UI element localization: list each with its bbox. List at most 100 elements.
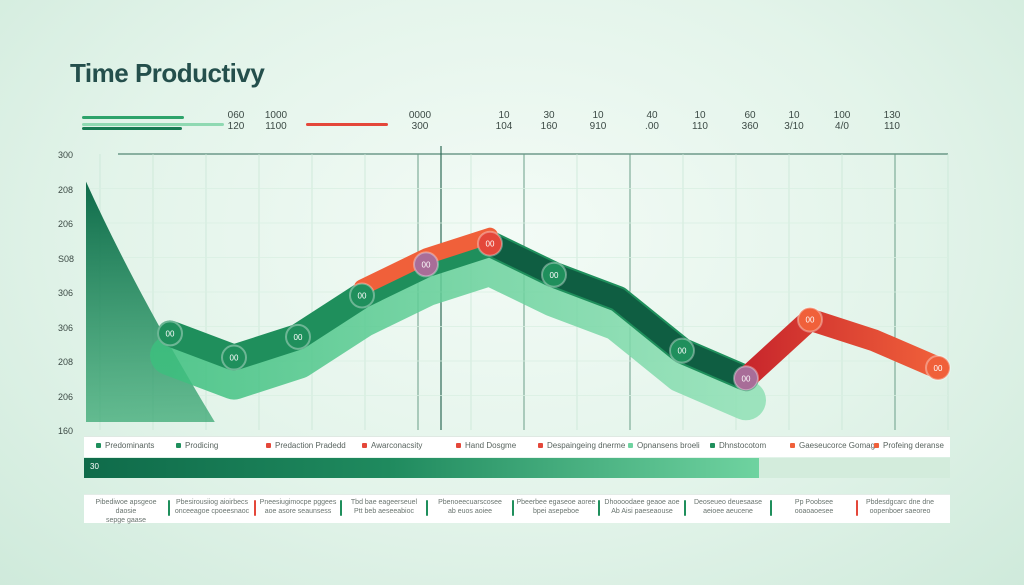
data-point-label: 00 <box>806 316 815 325</box>
legend-item[interactable]: Profeing deranse <box>874 441 944 450</box>
legend-item[interactable]: Predominants <box>96 441 154 450</box>
top-value-label: 060 120 <box>227 110 245 132</box>
legend-label: Predominants <box>105 441 155 450</box>
legend-item[interactable]: Hand Dosgme <box>456 441 516 450</box>
legend-swatch <box>266 443 271 449</box>
top-value-label: 0000 300 <box>408 110 432 132</box>
legend-label: Despaingeing dnerme <box>547 441 626 450</box>
footer-note: Pbesirousiiog aioirbecs onceeagoe cpoeesn… <box>174 499 250 515</box>
footer-note: Pbdesdgcarc dne dne oopenboer saeoreo <box>865 499 935 515</box>
timeline-bar[interactable]: 30 <box>84 458 950 478</box>
data-point-label: 00 <box>486 240 495 249</box>
legend-label: Dhnstocotom <box>719 441 767 450</box>
legend-swatch <box>710 443 715 449</box>
footer-separator <box>684 500 686 516</box>
legend-item[interactable]: Awarconacsity <box>362 441 422 450</box>
footer-separator <box>254 500 256 516</box>
data-point-label: 00 <box>358 291 367 300</box>
footer-note: Pp Poobsee ooaoaoesee <box>794 499 834 515</box>
y-tick-label: 206 <box>58 219 74 229</box>
legend-bar-green <box>82 116 184 119</box>
legend-label: Profeing deranse <box>883 441 944 450</box>
legend-label: Predaction Pradedd <box>275 441 346 450</box>
data-point-label: 00 <box>934 364 943 373</box>
y-tick-label: 306 <box>58 322 74 333</box>
y-tick-label: 208 <box>58 184 74 195</box>
top-value-label: 10 3/10 <box>784 110 804 132</box>
timeline-fill <box>84 458 760 478</box>
footer-separator <box>598 500 600 516</box>
footer-separator <box>426 500 428 516</box>
footer-note: Pbeerbee egaseoe aoree bpei asepeboe <box>516 499 596 515</box>
data-point-label: 00 <box>230 354 239 363</box>
legend-row: Predominants Prodicing Predaction Pradedd A… <box>84 436 950 457</box>
legend-swatch <box>362 443 367 449</box>
series-line-red <box>735 308 949 390</box>
data-point-marker <box>733 365 759 392</box>
footer-note: Pneesiugimocpe pggees aoe asore seaunsess <box>259 499 337 515</box>
area-left <box>86 181 215 422</box>
top-value-label: 30 160 <box>540 110 558 132</box>
data-point-marker <box>349 282 375 309</box>
data-point-label: 00 <box>422 260 431 269</box>
legend-label: Opnansens broeli <box>637 441 700 450</box>
legend-swatch <box>790 443 795 449</box>
data-point-marker <box>669 337 695 364</box>
footer-note: Deoseueo deuesaase aeioee aeucene <box>693 499 763 515</box>
legend-item[interactable]: Despaingeing dnerme <box>538 441 625 450</box>
top-value-label: 60 360 <box>741 110 759 132</box>
data-point-marker <box>541 261 567 288</box>
footer-separator <box>340 500 342 516</box>
data-point-label: 00 <box>550 271 559 280</box>
top-value-label: 10 910 <box>589 110 607 132</box>
y-tick-label: 160 <box>58 426 74 436</box>
top-value-label: 1000 1100 <box>264 110 288 132</box>
y-tick-label: 206 <box>58 391 74 402</box>
legend-bar-dark <box>82 127 182 130</box>
footer-separator <box>168 500 170 516</box>
top-value-label: 10 104 <box>495 110 513 132</box>
data-point-marker <box>477 230 503 257</box>
data-point-marker <box>221 344 247 371</box>
footer-separator <box>770 500 772 516</box>
legend-bar-red <box>306 123 388 126</box>
y-tick-label: S08 <box>58 253 75 264</box>
data-point-marker <box>285 323 311 350</box>
legend-swatch <box>874 443 879 449</box>
footer-row: Pibediwoe apsgeoe daosie sepge gaase Pbesi… <box>84 494 950 524</box>
footer-separator <box>512 500 514 516</box>
data-point-marker <box>797 306 823 333</box>
legend-swatch <box>456 443 461 449</box>
legend-label: Gaeseucorce Gomage <box>799 441 880 450</box>
data-point-label: 00 <box>294 333 303 342</box>
y-tick-label: 306 <box>58 288 74 298</box>
legend-swatch <box>538 443 543 449</box>
legend-label: Hand Dosgme <box>465 441 517 450</box>
data-point-label: 00 <box>166 329 175 338</box>
legend-item[interactable]: Dhnstocotom <box>710 441 766 450</box>
legend-item[interactable]: Predaction Pradedd <box>266 441 346 450</box>
legend-item[interactable]: Opnansens broeli <box>628 441 700 450</box>
legend-bar-green-light <box>82 123 224 126</box>
footer-note: Pbenoeecuarscosee ab euos aoiee <box>438 499 502 515</box>
data-point-marker <box>157 320 183 347</box>
data-point-marker <box>413 251 439 278</box>
timeline-label: 30 <box>90 462 99 471</box>
footer-separator <box>856 500 858 516</box>
data-point-marker <box>925 354 951 381</box>
y-tick-label: 208 <box>58 357 74 367</box>
legend-item[interactable]: Gaeseucorce Gomage <box>790 441 880 450</box>
legend-swatch <box>96 443 101 449</box>
legend-swatch <box>628 443 633 449</box>
legend-item[interactable]: Prodicing <box>176 441 218 450</box>
footer-note: Tbd bae eageerseuel Ptt beb aeseeabioc <box>350 499 418 515</box>
legend-swatch <box>176 443 181 449</box>
footer-note: Pibediwoe apsgeoe daosie sepge gaase <box>95 499 157 524</box>
footer-note: Dhoooodaee geaoe aoe Ab Aisi paeseaouse <box>604 499 680 515</box>
top-value-label: 100 4/0 <box>833 110 851 132</box>
series-band <box>150 245 766 421</box>
data-point-label: 00 <box>742 374 751 383</box>
top-value-label: 40.00 <box>645 110 659 132</box>
